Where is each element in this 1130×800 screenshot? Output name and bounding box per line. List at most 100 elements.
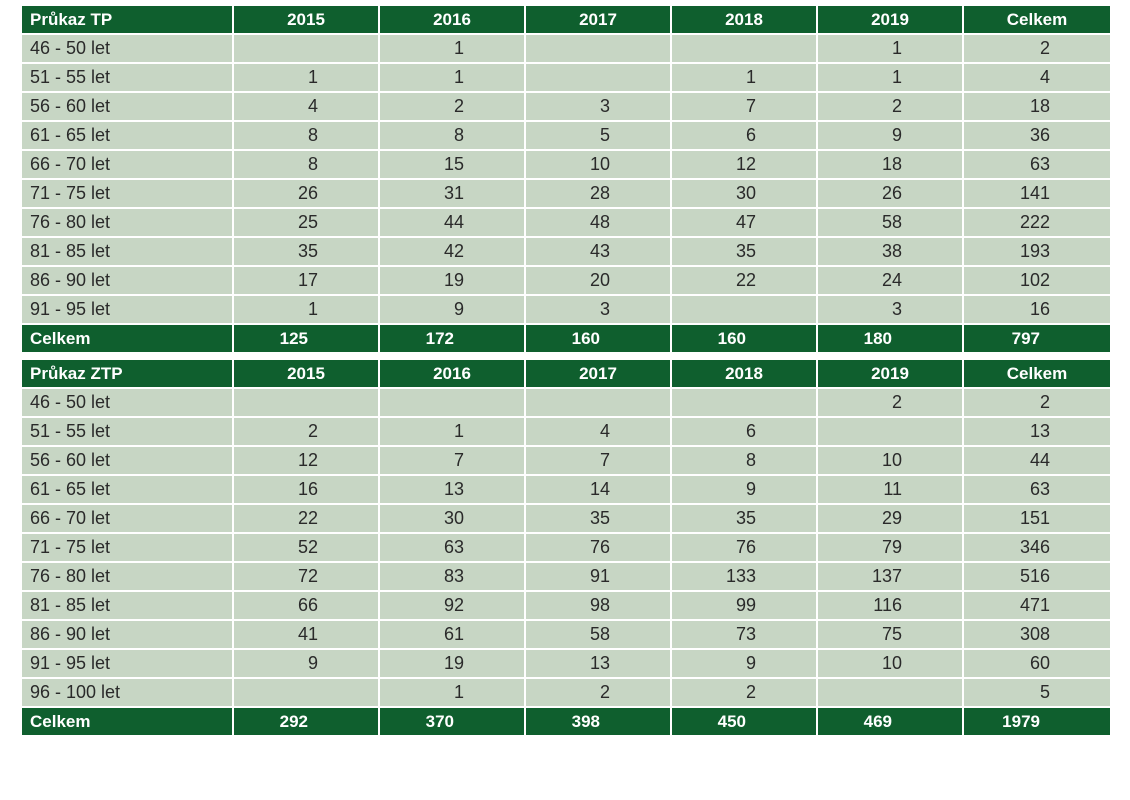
table-row: 91 - 95 let 9 19 13 9 10 60 [22, 650, 1110, 677]
table-cell: 141 [964, 180, 1110, 207]
table-cell: 102 [964, 267, 1110, 294]
table-cell: 19 [380, 650, 524, 677]
total-cell: 160 [672, 325, 816, 352]
table-cell: 72 [234, 563, 378, 590]
table-cell: 151 [964, 505, 1110, 532]
table-cell: 18 [818, 151, 962, 178]
table-cell: 41 [234, 621, 378, 648]
row-label: 66 - 70 let [22, 505, 232, 532]
table-cell: 43 [526, 238, 670, 265]
table-row: 71 - 75 let 52 63 76 76 79 346 [22, 534, 1110, 561]
table-cell: 13 [964, 418, 1110, 445]
table-row: 56 - 60 let 12 7 7 8 10 44 [22, 447, 1110, 474]
total-label: Celkem [22, 325, 232, 352]
total-cell: 370 [380, 708, 524, 735]
row-label: 51 - 55 let [22, 64, 232, 91]
row-label: 96 - 100 let [22, 679, 232, 706]
table-row: 66 - 70 let 22 30 35 35 29 151 [22, 505, 1110, 532]
table-cell: 2 [380, 93, 524, 120]
row-label: 46 - 50 let [22, 35, 232, 62]
table-cell: 42 [380, 238, 524, 265]
header-cell: 2018 [672, 360, 816, 387]
row-label: 46 - 50 let [22, 389, 232, 416]
table-cell: 14 [526, 476, 670, 503]
table-cell: 58 [526, 621, 670, 648]
table-cell: 1 [234, 296, 378, 323]
header-cell: 2017 [526, 6, 670, 33]
table-cell: 9 [234, 650, 378, 677]
table-cell: 8 [380, 122, 524, 149]
table-row: 81 - 85 let 66 92 98 99 116 471 [22, 592, 1110, 619]
table-cell: 36 [964, 122, 1110, 149]
table-cell [818, 418, 962, 445]
table-cell: 25 [234, 209, 378, 236]
row-label: 81 - 85 let [22, 238, 232, 265]
table-cell: 63 [380, 534, 524, 561]
table-cell [672, 296, 816, 323]
row-label: 71 - 75 let [22, 534, 232, 561]
table-cell: 12 [234, 447, 378, 474]
table-cell: 63 [964, 151, 1110, 178]
table-cell: 6 [672, 122, 816, 149]
table-prukaz-tp: Průkaz TP 2015 2016 2017 2018 2019 Celke… [20, 4, 1112, 354]
table-cell: 20 [526, 267, 670, 294]
total-label: Celkem [22, 708, 232, 735]
header-cell: Celkem [964, 6, 1110, 33]
table-cell: 1 [380, 679, 524, 706]
total-cell: 450 [672, 708, 816, 735]
header-cell: 2015 [234, 360, 378, 387]
table-row: 76 - 80 let 72 83 91 133 137 516 [22, 563, 1110, 590]
header-cell: 2017 [526, 360, 670, 387]
header-cell: Průkaz TP [22, 6, 232, 33]
table-cell: 516 [964, 563, 1110, 590]
table-row: 61 - 65 let 16 13 14 9 11 63 [22, 476, 1110, 503]
total-cell: 160 [526, 325, 670, 352]
table-cell: 7 [380, 447, 524, 474]
row-label: 71 - 75 let [22, 180, 232, 207]
table-cell [380, 389, 524, 416]
table-cell: 26 [234, 180, 378, 207]
table-cell: 2 [818, 389, 962, 416]
table-cell: 9 [672, 476, 816, 503]
row-label: 86 - 90 let [22, 621, 232, 648]
total-cell: 292 [234, 708, 378, 735]
row-label: 56 - 60 let [22, 93, 232, 120]
table-row: 76 - 80 let 25 44 48 47 58 222 [22, 209, 1110, 236]
table-total-row: Celkem 292 370 398 450 469 1979 [22, 708, 1110, 735]
row-label: 76 - 80 let [22, 209, 232, 236]
table-cell: 13 [380, 476, 524, 503]
table-prukaz-ztp: Průkaz ZTP 2015 2016 2017 2018 2019 Celk… [20, 358, 1112, 737]
row-label: 61 - 65 let [22, 122, 232, 149]
table-cell: 10 [526, 151, 670, 178]
table-cell: 28 [526, 180, 670, 207]
table-cell: 91 [526, 563, 670, 590]
table-cell [526, 35, 670, 62]
table-cell: 38 [818, 238, 962, 265]
row-label: 86 - 90 let [22, 267, 232, 294]
table-cell: 2 [234, 418, 378, 445]
total-cell: 469 [818, 708, 962, 735]
table-cell: 8 [672, 447, 816, 474]
table-cell: 3 [526, 296, 670, 323]
table-cell: 76 [672, 534, 816, 561]
table-cell: 10 [818, 447, 962, 474]
table-cell: 2 [964, 389, 1110, 416]
table-row: 51 - 55 let 2 1 4 6 13 [22, 418, 1110, 445]
total-cell: 172 [380, 325, 524, 352]
table-cell: 79 [818, 534, 962, 561]
table-cell: 4 [526, 418, 670, 445]
table-cell: 9 [380, 296, 524, 323]
table-cell: 2 [672, 679, 816, 706]
table-row: 91 - 95 let 1 9 3 3 16 [22, 296, 1110, 323]
row-label: 51 - 55 let [22, 418, 232, 445]
table-header-row: Průkaz TP 2015 2016 2017 2018 2019 Celke… [22, 6, 1110, 33]
header-cell: 2019 [818, 6, 962, 33]
table-cell: 1 [818, 64, 962, 91]
table-row: 81 - 85 let 35 42 43 35 38 193 [22, 238, 1110, 265]
table-cell: 35 [234, 238, 378, 265]
table-row: 96 - 100 let 1 2 2 5 [22, 679, 1110, 706]
table-cell [234, 389, 378, 416]
table-row: 46 - 50 let 1 1 2 [22, 35, 1110, 62]
table-cell: 222 [964, 209, 1110, 236]
table-total-row: Celkem 125 172 160 160 180 797 [22, 325, 1110, 352]
